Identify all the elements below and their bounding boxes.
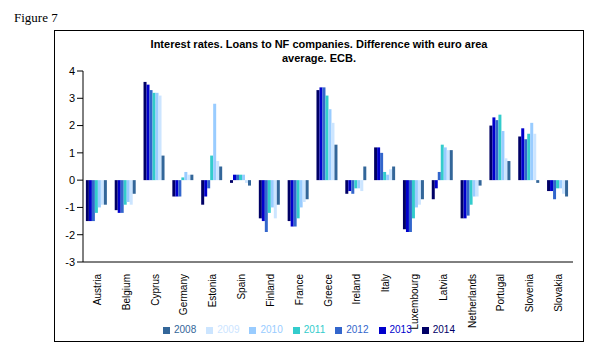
svg-text:Netherlands: Netherlands (467, 274, 478, 328)
svg-text:France: France (294, 274, 305, 306)
html-text:2014: 2014 (432, 324, 455, 335)
svg-text:Spain: Spain (236, 274, 247, 300)
svg-text:Cyprus: Cyprus (150, 274, 161, 306)
html-text:2012: 2012 (346, 324, 369, 335)
svg-text:Ireland: Ireland (351, 274, 362, 305)
svg-text:1: 1 (69, 147, 75, 159)
html-text:2011: 2011 (303, 324, 326, 335)
svg-text:Slovakia: Slovakia (553, 274, 564, 312)
svg-text:0: 0 (69, 174, 75, 186)
svg-text:4: 4 (69, 65, 75, 77)
html-text:2013: 2013 (389, 324, 412, 335)
svg-text:Finland: Finland (265, 274, 276, 307)
svg-text:-1: -1 (65, 201, 75, 213)
html-text:Figure 7: Figure 7 (14, 10, 58, 25)
svg-text:3: 3 (69, 92, 75, 104)
html-text:Interest rates. Loans to NF co: Interest rates. Loans to NF companies. D… (150, 38, 488, 64)
svg-text:Estonia: Estonia (207, 274, 218, 308)
html-text:2008: 2008 (174, 324, 197, 335)
svg-text:Austria: Austria (92, 274, 103, 306)
svg-text:Germany: Germany (178, 274, 189, 315)
svg-text:2: 2 (69, 119, 75, 131)
svg-text:Latvia: Latvia (438, 274, 449, 301)
svg-text:Slovenia: Slovenia (524, 274, 535, 313)
html-text:2009: 2009 (217, 324, 240, 335)
svg-text:-3: -3 (65, 256, 75, 268)
svg-text:Belgium: Belgium (121, 274, 132, 310)
svg-text:Luxembourg: Luxembourg (409, 274, 420, 330)
svg-text:Portugal: Portugal (495, 274, 506, 311)
svg-text:Greece: Greece (323, 274, 334, 307)
svg-text:-2: -2 (65, 229, 75, 241)
svg-text:Italy: Italy (380, 274, 391, 292)
html-text:2010: 2010 (260, 324, 283, 335)
